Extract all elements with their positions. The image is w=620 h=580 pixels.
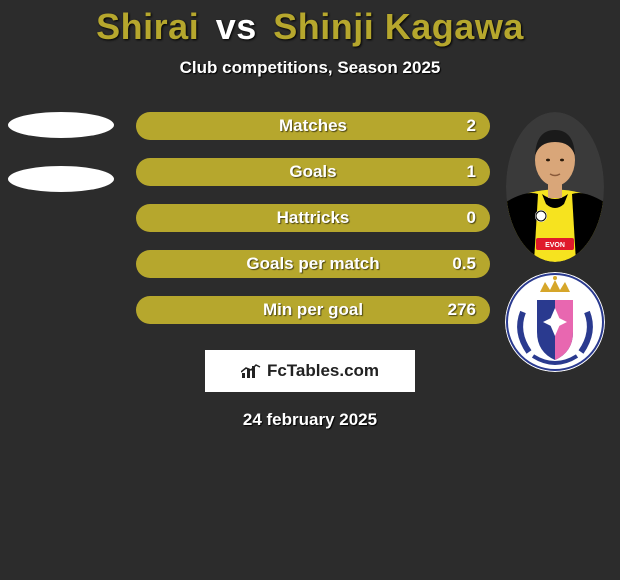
subtitle: Club competitions, Season 2025: [0, 58, 620, 78]
chart-icon: [241, 363, 261, 379]
bar-value: 0.5: [452, 254, 476, 274]
svg-text:EVON: EVON: [545, 242, 565, 249]
attribution-box: FcTables.com: [205, 350, 415, 392]
bar-label: Goals per match: [246, 254, 379, 274]
avatar-svg: EVON: [506, 112, 604, 262]
bar-label: Matches: [279, 116, 347, 136]
player-avatar: EVON: [506, 112, 604, 262]
right-column: EVON: [500, 112, 610, 372]
attribution-text: FcTables.com: [267, 361, 379, 381]
bar-value: 0: [467, 208, 476, 228]
bar-goals: Goals 1: [136, 158, 490, 186]
title-player2: Shinji Kagawa: [273, 6, 524, 47]
bar-label: Goals: [289, 162, 336, 182]
page-title: Shirai vs Shinji Kagawa: [0, 0, 620, 48]
bar-label: Min per goal: [263, 300, 363, 320]
bar-min-per-goal: Min per goal 276: [136, 296, 490, 324]
bar-label: Hattricks: [277, 208, 350, 228]
club-logo-svg: [505, 272, 605, 372]
title-vs: vs: [216, 6, 257, 47]
bar-value: 1: [467, 162, 476, 182]
left-ellipse-2: [8, 166, 114, 192]
left-ellipse-1: [8, 112, 114, 138]
bar-matches: Matches 2: [136, 112, 490, 140]
bar-value: 276: [448, 300, 476, 320]
bar-value: 2: [467, 116, 476, 136]
date-text: 24 february 2025: [0, 410, 620, 430]
club-logo: [505, 272, 605, 372]
bar-hattricks: Hattricks 0: [136, 204, 490, 232]
content-area: EVON: [0, 112, 620, 324]
bar-goals-per-match: Goals per match 0.5: [136, 250, 490, 278]
title-player1: Shirai: [96, 6, 199, 47]
left-column: [0, 112, 125, 220]
stat-bars: Matches 2 Goals 1 Hattricks 0 Goals per …: [136, 112, 490, 324]
